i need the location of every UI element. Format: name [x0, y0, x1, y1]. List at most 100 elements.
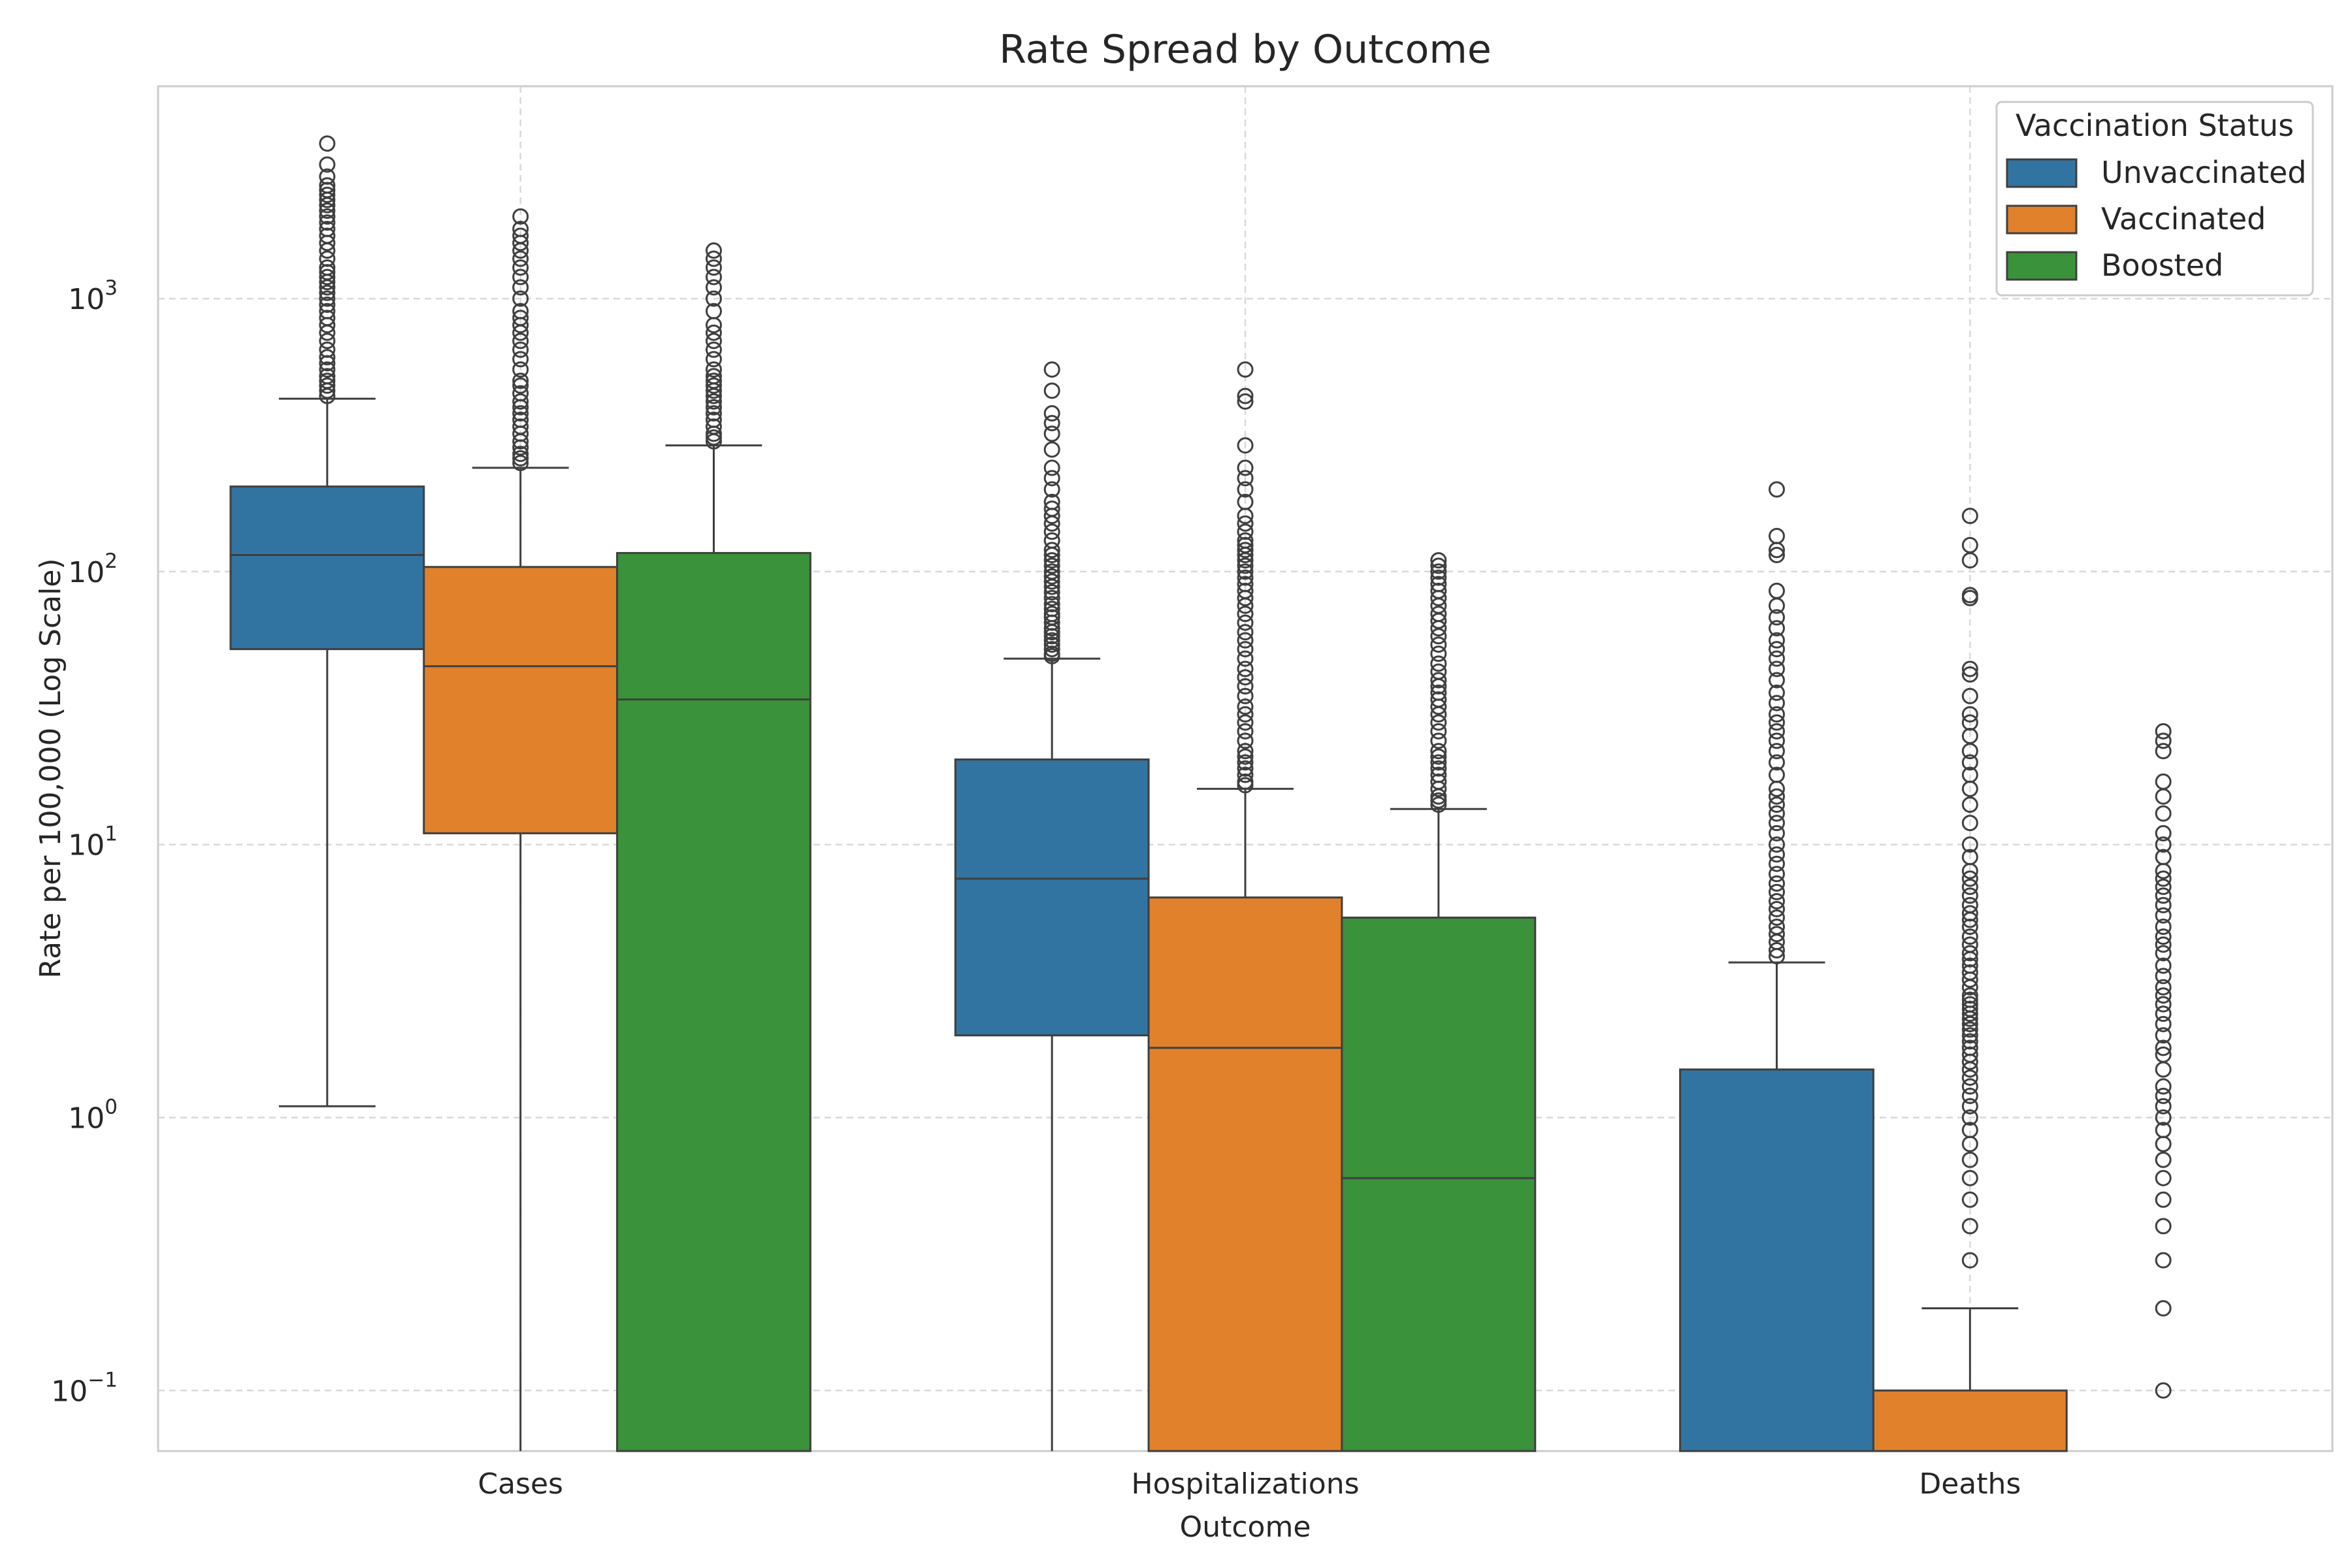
legend-label-unvaccinated: Unvaccinated — [2101, 155, 2306, 190]
outlier-point — [1961, 896, 1978, 913]
outlier-point — [1769, 743, 1786, 760]
outlier-point — [1237, 641, 1254, 658]
outlier-point — [705, 250, 722, 267]
legend-label-vaccinated: Vaccinated — [2101, 201, 2266, 237]
outlier-point — [319, 290, 336, 307]
outlier-point — [1237, 481, 1254, 498]
outlier-point — [1769, 632, 1786, 649]
outlier-point — [512, 405, 529, 422]
outlier-point — [1043, 636, 1060, 653]
x-tick-label: Cases — [478, 1467, 563, 1501]
outlier-point — [319, 156, 336, 173]
outlier-point — [319, 349, 336, 366]
outlier-point — [2155, 1078, 2172, 1095]
outlier-point — [1237, 606, 1254, 623]
outlier-point — [319, 186, 336, 203]
outlier-point — [1769, 706, 1786, 723]
outlier-point — [1961, 1169, 1978, 1186]
outlier-point — [1769, 788, 1786, 805]
outlier-point — [2155, 849, 2172, 866]
outlier-point — [1961, 936, 1978, 953]
outlier-point — [2155, 957, 2172, 974]
outlier-point — [1769, 650, 1786, 667]
outlier-point — [2155, 1087, 2172, 1104]
outlier-point — [2155, 1300, 2172, 1317]
outlier-point — [705, 242, 722, 259]
outlier-point — [319, 310, 336, 327]
outlier-point — [1430, 645, 1447, 662]
outlier-point — [1961, 661, 1978, 678]
outlier-point — [2155, 896, 2172, 913]
outlier-point — [1043, 470, 1060, 487]
outlier-point — [705, 324, 722, 341]
outlier-point — [2155, 1005, 2172, 1022]
outlier-point — [319, 259, 336, 276]
outlier-point — [2155, 1191, 2172, 1208]
outlier-point — [1961, 536, 1978, 553]
outlier-point — [2155, 836, 2172, 853]
outlier-point — [1961, 945, 1978, 962]
outlier-point — [1961, 1087, 1978, 1104]
outlier-point — [1237, 563, 1254, 580]
outlier-point — [1961, 1218, 1978, 1235]
outlier-point — [2155, 996, 2172, 1013]
outlier-point — [1769, 766, 1786, 783]
outlier-point — [2155, 1046, 2172, 1063]
outlier-point — [1961, 666, 1978, 683]
outlier-point — [705, 333, 722, 350]
outlier-point — [1961, 996, 1978, 1013]
legend-label-boosted: Boosted — [2101, 248, 2223, 283]
outlier-point — [512, 351, 529, 368]
outlier-point — [1237, 614, 1254, 631]
outlier-point — [1961, 1122, 1978, 1139]
outlier-point — [1237, 523, 1254, 540]
outlier-point — [1769, 714, 1786, 731]
outlier-point — [2155, 743, 2172, 760]
outlier-point — [1043, 606, 1060, 623]
x-tick-label: Hospitalizations — [1131, 1467, 1359, 1501]
legend-title: Vaccination Status — [2016, 108, 2294, 143]
outlier-point — [1430, 569, 1447, 586]
outlier-point — [512, 279, 529, 296]
outlier-point — [1769, 609, 1786, 626]
outlier-point — [1237, 632, 1254, 649]
box-vaccinated — [1147, 896, 1343, 1452]
outlier-point — [1430, 691, 1447, 708]
outlier-point — [512, 372, 529, 389]
outlier-point — [1961, 766, 1978, 783]
outlier-point — [1430, 754, 1447, 771]
outlier-point — [1961, 1027, 1978, 1044]
outlier-point — [319, 368, 336, 385]
outlier-point — [1237, 624, 1254, 641]
outlier-point — [1961, 1078, 1978, 1095]
outlier-point — [2155, 887, 2172, 904]
outlier-point — [512, 208, 529, 225]
outlier-point — [1237, 542, 1254, 559]
outlier-point — [1430, 773, 1447, 790]
outlier-point — [1043, 632, 1060, 649]
outlier-point — [1237, 557, 1254, 574]
outlier-point — [319, 284, 336, 301]
outlier-point — [2155, 825, 2172, 841]
outlier-point — [512, 269, 529, 286]
outlier-point — [1961, 1021, 1978, 1038]
outlier-point — [1043, 573, 1060, 590]
outlier-point — [1961, 754, 1978, 771]
outlier-point — [1769, 732, 1786, 749]
outlier-point — [319, 296, 336, 313]
outlier-point — [1237, 773, 1254, 790]
outlier-point — [1430, 636, 1447, 653]
outlier-point — [1769, 527, 1786, 544]
outlier-point — [1237, 582, 1254, 599]
outlier-point — [512, 393, 529, 410]
outlier-point — [319, 341, 336, 358]
box-vaccinated — [423, 566, 619, 834]
outlier-point — [1961, 714, 1978, 731]
outlier-point — [1961, 1151, 1978, 1168]
outlier-point — [2155, 1169, 2172, 1186]
box-unvaccinated — [954, 758, 1150, 1037]
outlier-point — [1043, 523, 1060, 540]
outlier-point — [2155, 723, 2172, 740]
outlier-point — [1961, 928, 1978, 945]
outlier-point — [1043, 568, 1060, 585]
